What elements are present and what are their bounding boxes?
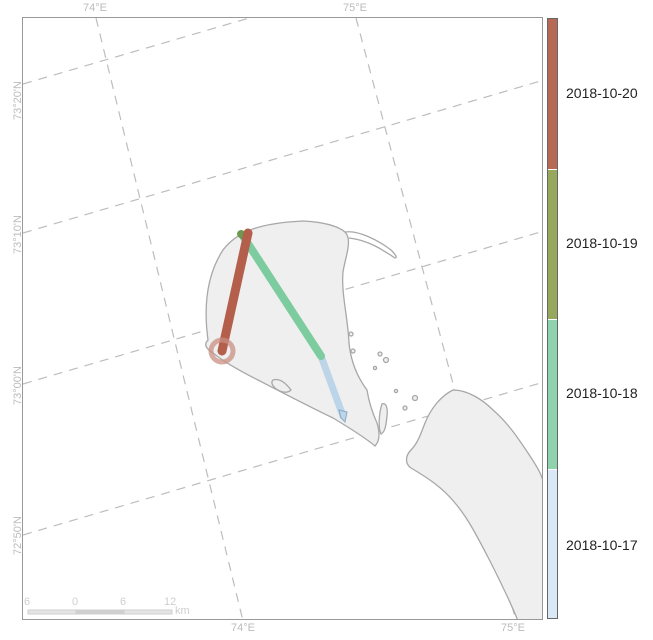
scale-bar-graphic bbox=[27, 609, 173, 615]
islet bbox=[411, 394, 419, 402]
islet bbox=[271, 378, 292, 393]
scale-bar: 6 0 6 12 km bbox=[24, 596, 190, 618]
southeast-landmass bbox=[405, 389, 542, 619]
islet bbox=[350, 348, 356, 354]
lat-label: 72°50'N bbox=[12, 516, 24, 555]
legend-swatch-2018-10-17 bbox=[548, 469, 557, 618]
islet bbox=[372, 365, 378, 371]
scale-unit-label: km bbox=[175, 605, 190, 617]
end-marker-ring[interactable] bbox=[208, 337, 236, 365]
scale-tick-label: 6 bbox=[120, 596, 127, 608]
legend-label: 2018-10-17 bbox=[566, 537, 638, 553]
track-start-marker[interactable] bbox=[338, 409, 348, 424]
meridian-74e bbox=[95, 18, 244, 619]
scale-tick-label: 12 bbox=[164, 596, 177, 608]
scale-bar-segment bbox=[123, 609, 173, 615]
legend-swatch-2018-10-18 bbox=[548, 319, 557, 469]
track-end-marker[interactable] bbox=[208, 337, 236, 365]
track-segment-2018-10-18[interactable] bbox=[239, 232, 325, 360]
map-canvas[interactable] bbox=[23, 18, 543, 620]
lat-label: 73°20'N bbox=[12, 81, 24, 120]
scale-tick-label: 0 bbox=[72, 596, 79, 608]
scale-bar-segment bbox=[75, 609, 125, 615]
legend-color-bar bbox=[547, 18, 558, 619]
islet bbox=[393, 388, 399, 394]
lon-label-top: 75°E bbox=[343, 2, 367, 14]
islet bbox=[348, 331, 354, 337]
vessel-track[interactable] bbox=[217, 228, 348, 424]
legend-label: 2018-10-18 bbox=[566, 385, 638, 401]
map-panel[interactable]: 6 0 6 12 km bbox=[22, 17, 543, 620]
islet bbox=[378, 402, 388, 435]
parallel-73-00 bbox=[23, 230, 542, 385]
islet bbox=[377, 351, 383, 357]
lat-label: 73°00'N bbox=[12, 366, 24, 405]
parallel-73-20 bbox=[23, 18, 252, 85]
scale-tick-label: 6 bbox=[24, 596, 31, 608]
track-segment-2018-10-20[interactable] bbox=[217, 228, 253, 356]
lon-label-bottom: 75°E bbox=[501, 622, 525, 634]
northeast-spit bbox=[344, 231, 397, 259]
scale-bar-segment bbox=[27, 609, 77, 615]
land-areas bbox=[205, 220, 542, 619]
lon-label-bottom: 74°E bbox=[231, 622, 255, 634]
legend-label: 2018-10-19 bbox=[566, 235, 638, 251]
legend-swatch-2018-10-19 bbox=[548, 169, 557, 319]
legend-label: 2018-10-20 bbox=[566, 85, 638, 101]
lon-label-top: 74°E bbox=[83, 2, 107, 14]
end-marker-dot[interactable] bbox=[218, 347, 226, 355]
legend-swatch-2018-10-20 bbox=[548, 19, 557, 169]
islet bbox=[402, 405, 408, 411]
parallel-73-10 bbox=[23, 79, 542, 234]
track-segment-2018-10-17[interactable] bbox=[317, 352, 347, 420]
lat-label: 73°10'N bbox=[12, 215, 24, 254]
islet bbox=[382, 356, 390, 364]
